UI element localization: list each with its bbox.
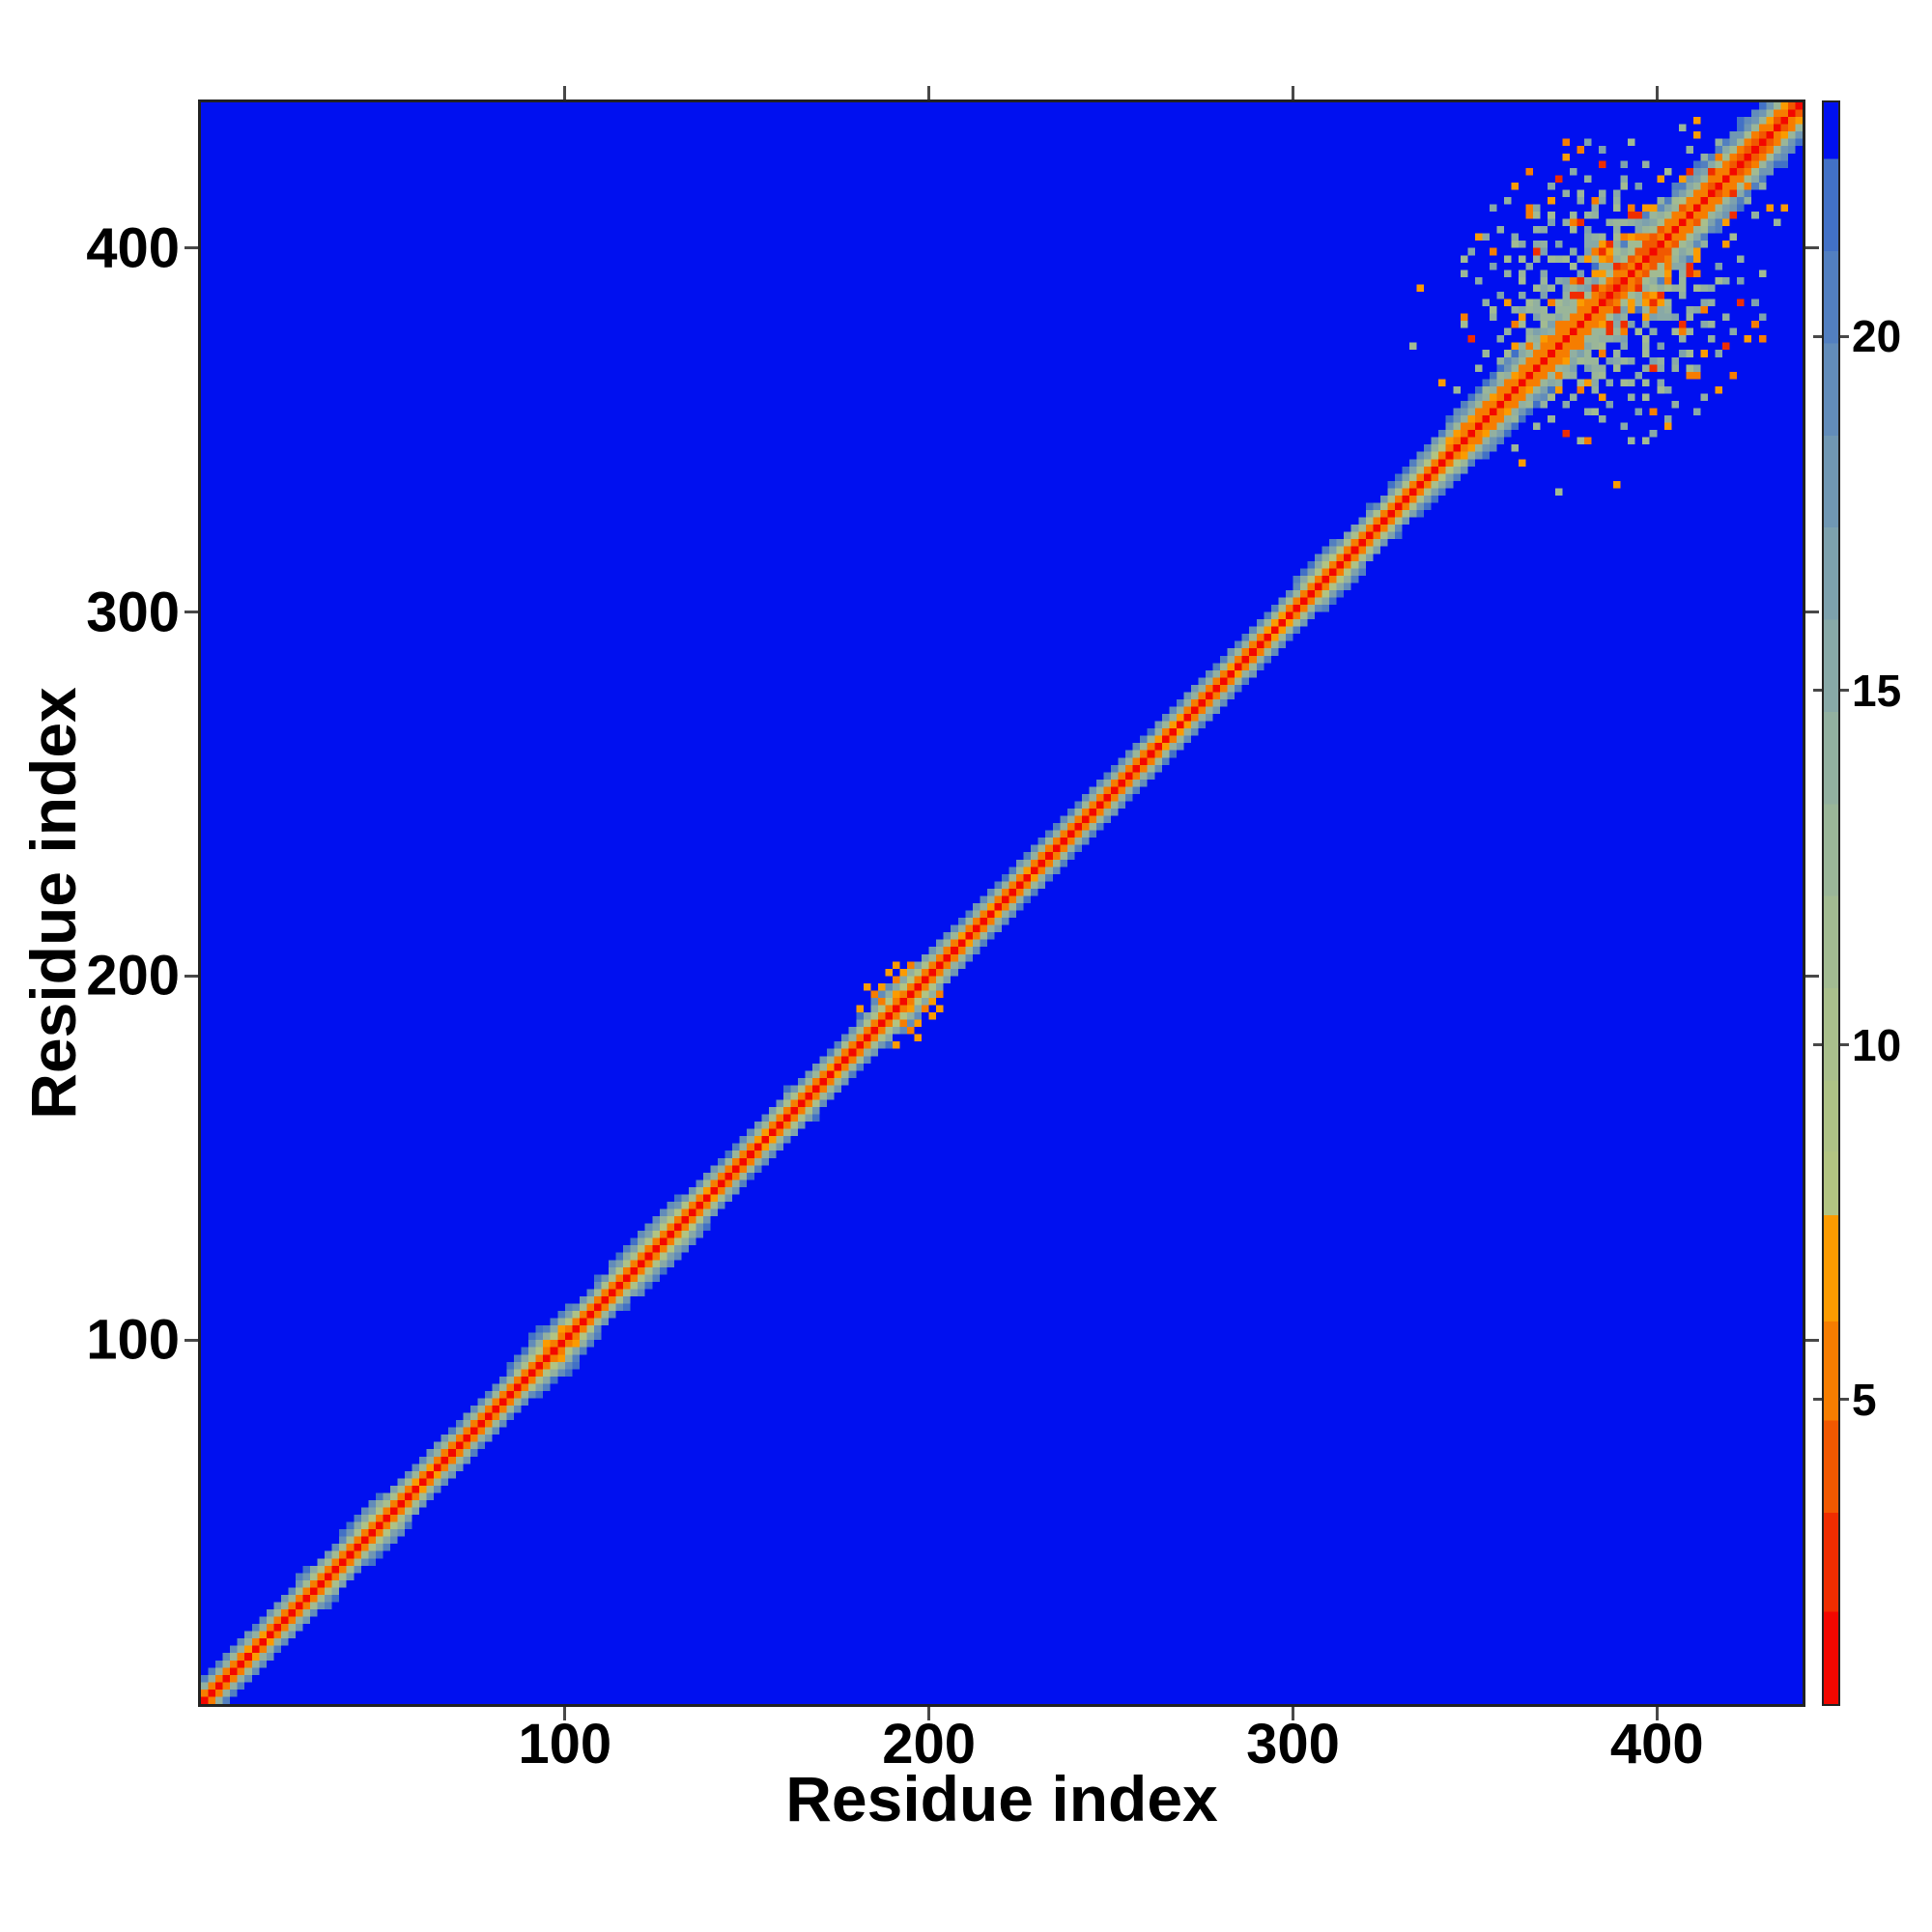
x-axis-tick	[1655, 1707, 1659, 1720]
y-axis-tick	[185, 1338, 198, 1342]
x-axis-tick	[1291, 1707, 1294, 1720]
y-axis-tick-label: 200	[86, 944, 180, 1008]
x-axis-tick-label: 300	[1246, 1713, 1340, 1776]
colorbar-tick-right	[1840, 334, 1849, 338]
x-axis-tick-top	[1655, 86, 1659, 99]
colorbar-gradient	[1824, 102, 1838, 1704]
x-axis-tick-label: 200	[882, 1713, 977, 1776]
colorbar-tick-left	[1813, 689, 1822, 693]
colorbar-tick-label: 10	[1852, 1019, 1902, 1070]
x-axis-tick-top	[1291, 86, 1294, 99]
x-axis-tick-label: 100	[518, 1713, 612, 1776]
y-axis-tick-right	[1805, 1338, 1819, 1342]
y-axis-title: Residue index	[17, 687, 89, 1120]
y-axis-tick-right	[1805, 974, 1819, 978]
colorbar-tick-right	[1840, 1398, 1849, 1402]
heatmap-canvas	[201, 102, 1803, 1704]
x-axis-tick	[563, 1707, 567, 1720]
x-axis-tick	[927, 1707, 931, 1720]
y-axis-tick	[185, 246, 198, 250]
colorbar-tick-left	[1813, 1043, 1822, 1047]
y-axis-tick-label: 300	[86, 581, 180, 644]
y-axis-tick	[185, 974, 198, 978]
y-axis-tick-label: 100	[86, 1308, 180, 1372]
x-axis-tick-top	[563, 86, 567, 99]
colorbar-tick-left	[1813, 334, 1822, 338]
colorbar-tick-left	[1813, 1398, 1822, 1402]
colorbar-tick-label: 15	[1852, 665, 1902, 716]
y-axis-tick-right	[1805, 246, 1819, 250]
colorbar-tick-label: 5	[1852, 1374, 1877, 1425]
colorbar-tick-right	[1840, 1043, 1849, 1047]
x-axis-tick-top	[927, 86, 931, 99]
colorbar	[1822, 100, 1840, 1706]
x-axis-tick-label: 400	[1609, 1713, 1704, 1776]
plot-frame	[198, 99, 1805, 1707]
colorbar-tick-right	[1840, 689, 1849, 693]
y-axis-tick	[185, 611, 198, 614]
x-axis-title: Residue index	[785, 1763, 1218, 1834]
y-axis-tick-label: 400	[86, 216, 180, 280]
colorbar-tick-label: 20	[1852, 311, 1902, 362]
y-axis-tick-right	[1805, 611, 1819, 614]
